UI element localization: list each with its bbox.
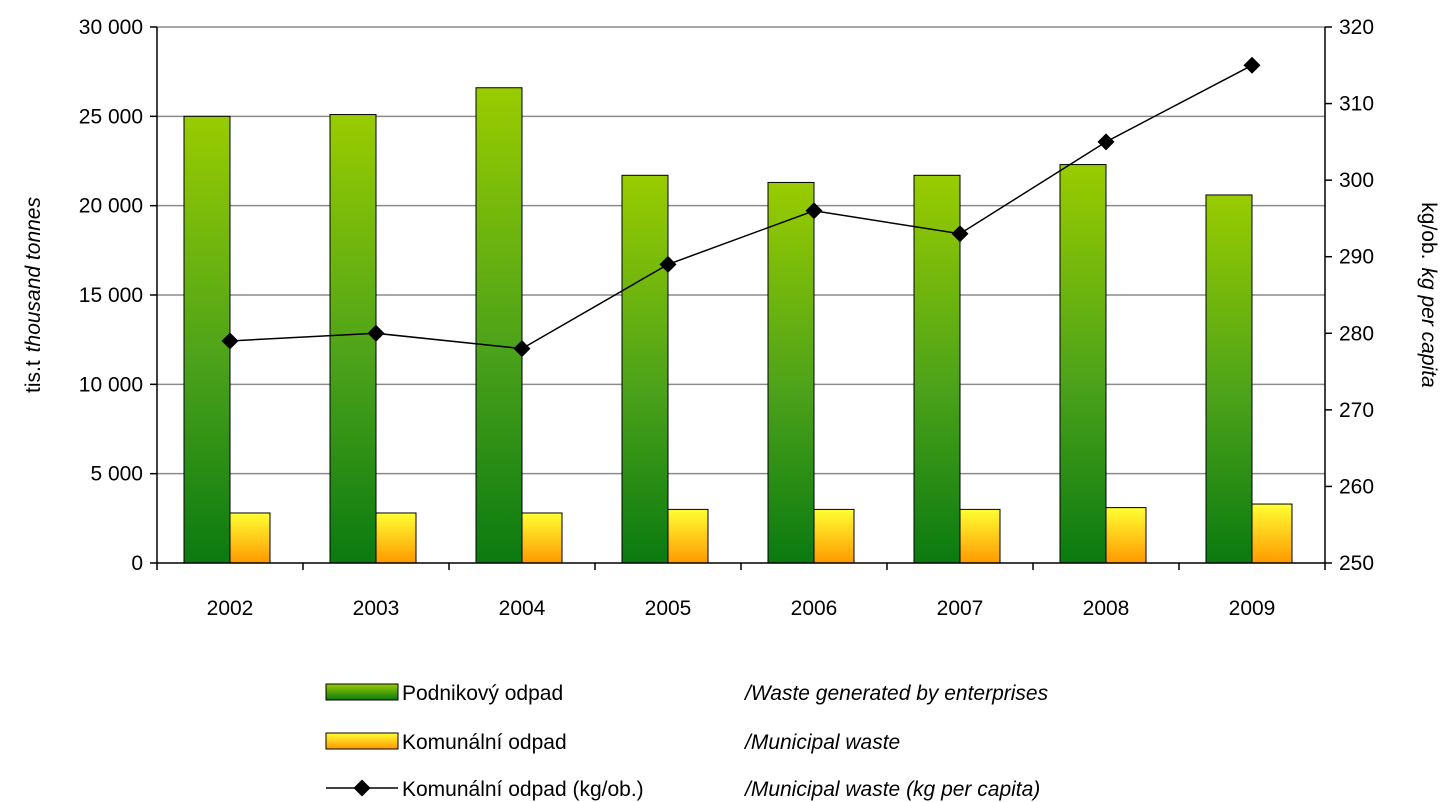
y-right-title-cz: kg/ob. xyxy=(1417,202,1440,259)
y-right-title-en: kg per capita xyxy=(1417,267,1440,387)
x-tick-label: 2005 xyxy=(645,597,692,620)
bar-municipal-2002 xyxy=(229,512,271,564)
legend-marker-per-capita xyxy=(353,779,371,797)
x-tick-label: 2006 xyxy=(791,597,838,620)
y-left-title-en: thousand tonnes xyxy=(22,197,45,353)
bar-enterprise-2009 xyxy=(1205,194,1253,564)
bar-municipal-2008 xyxy=(1105,507,1147,564)
legend-label-per-capita-en: /Municipal waste (kg per capita) xyxy=(743,778,1040,801)
bar-municipal-2005 xyxy=(667,508,709,564)
y-left-tick-label: 30 000 xyxy=(79,16,143,39)
per-capita-point-2006 xyxy=(805,202,823,220)
tick-labels: 0 5 000 10 000 15 000 20 000 25 000 30 000 250 2… xyxy=(79,16,1374,620)
y-left-tick-label: 25 000 xyxy=(79,105,143,128)
legend-item-per-capita: Komunální odpad (kg/ob.) /Municipal wast… xyxy=(326,778,1040,801)
legend-swatch-enterprise xyxy=(325,683,399,701)
y-right-tick-label: 260 xyxy=(1339,475,1374,498)
legend-item-municipal-waste: Komunální odpad /Municipal waste xyxy=(325,731,900,754)
bar-enterprise-2003 xyxy=(329,114,377,564)
bar-municipal-2009 xyxy=(1251,503,1293,564)
bar-enterprise-2008 xyxy=(1059,164,1107,564)
bar-enterprise-2004 xyxy=(475,87,523,564)
legend-label-municipal-en: /Municipal waste xyxy=(743,731,900,754)
y-left-tick-label: 5 000 xyxy=(90,463,143,486)
legend-label-per-capita-cz: Komunální odpad (kg/ob.) xyxy=(402,778,644,801)
per-capita-point-2008 xyxy=(1097,133,1115,151)
y-right-tick-label: 320 xyxy=(1339,16,1374,39)
x-tick-label: 2009 xyxy=(1229,597,1276,620)
per-capita-point-2003 xyxy=(367,324,385,342)
legend-swatch-municipal xyxy=(325,732,399,750)
bars xyxy=(183,87,1293,564)
per-capita-point-2007 xyxy=(951,225,969,243)
x-tick-label: 2008 xyxy=(1083,597,1130,620)
y-right-tick-label: 250 xyxy=(1339,552,1374,575)
x-tick-label: 2003 xyxy=(353,597,400,620)
y-right-title: kg/ob. kg per capita xyxy=(1417,202,1440,387)
legend-label-municipal-cz: Komunální odpad xyxy=(402,731,567,754)
per-capita-point-2002 xyxy=(221,332,239,350)
bar-municipal-2007 xyxy=(959,508,1001,564)
per-capita-point-2009 xyxy=(1243,56,1261,74)
per-capita-polyline xyxy=(229,64,1253,350)
bar-enterprise-2005 xyxy=(621,174,669,564)
y-right-tick-label: 300 xyxy=(1339,169,1374,192)
y-right-tick-label: 270 xyxy=(1339,399,1374,422)
y-left-title: tis.t thousand tonnes xyxy=(22,197,45,393)
legend-label-enterprise-cz: Podnikový odpad xyxy=(402,682,563,705)
bar-municipal-2003 xyxy=(375,512,417,564)
bar-enterprise-2006 xyxy=(767,181,815,564)
y-right-tick-label: 290 xyxy=(1339,246,1374,269)
y-right-tick-label: 280 xyxy=(1339,322,1374,345)
per-capita-line xyxy=(221,56,1261,358)
axes xyxy=(150,26,1332,570)
y-right-tick-label: 310 xyxy=(1339,93,1374,116)
x-tick-label: 2004 xyxy=(499,597,546,620)
bar-municipal-2006 xyxy=(813,508,855,564)
y-left-tick-label: 10 000 xyxy=(79,373,143,396)
per-capita-point-2004 xyxy=(513,340,531,358)
y-left-tick-label: 15 000 xyxy=(79,284,143,307)
bar-enterprise-2007 xyxy=(913,174,961,564)
bar-municipal-2004 xyxy=(521,512,563,564)
y-left-tick-label: 0 xyxy=(131,552,143,575)
legend-label-enterprise-en: /Waste generated by enterprises xyxy=(743,682,1049,705)
legend-item-enterprise-waste: Podnikový odpad /Waste generated by ente… xyxy=(325,682,1049,705)
per-capita-point-2005 xyxy=(659,255,677,273)
x-tick-label: 2007 xyxy=(937,597,984,620)
x-tick-label: 2002 xyxy=(207,597,254,620)
y-left-title-cz: tis.t xyxy=(22,360,45,393)
legend: Podnikový odpad /Waste generated by ente… xyxy=(325,682,1049,801)
y-left-tick-label: 20 000 xyxy=(79,195,143,218)
